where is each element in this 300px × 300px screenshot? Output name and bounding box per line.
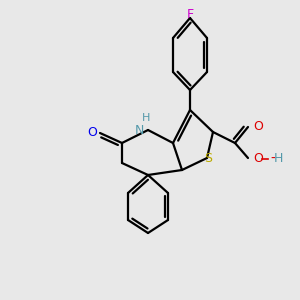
Text: O: O	[87, 127, 97, 140]
Text: S: S	[204, 152, 212, 166]
Text: F: F	[186, 8, 194, 22]
Text: O: O	[253, 119, 263, 133]
Text: H: H	[142, 113, 150, 123]
Text: H: H	[274, 152, 284, 166]
Text: O: O	[253, 152, 263, 166]
Text: -: -	[270, 152, 275, 166]
Text: N: N	[135, 124, 144, 136]
